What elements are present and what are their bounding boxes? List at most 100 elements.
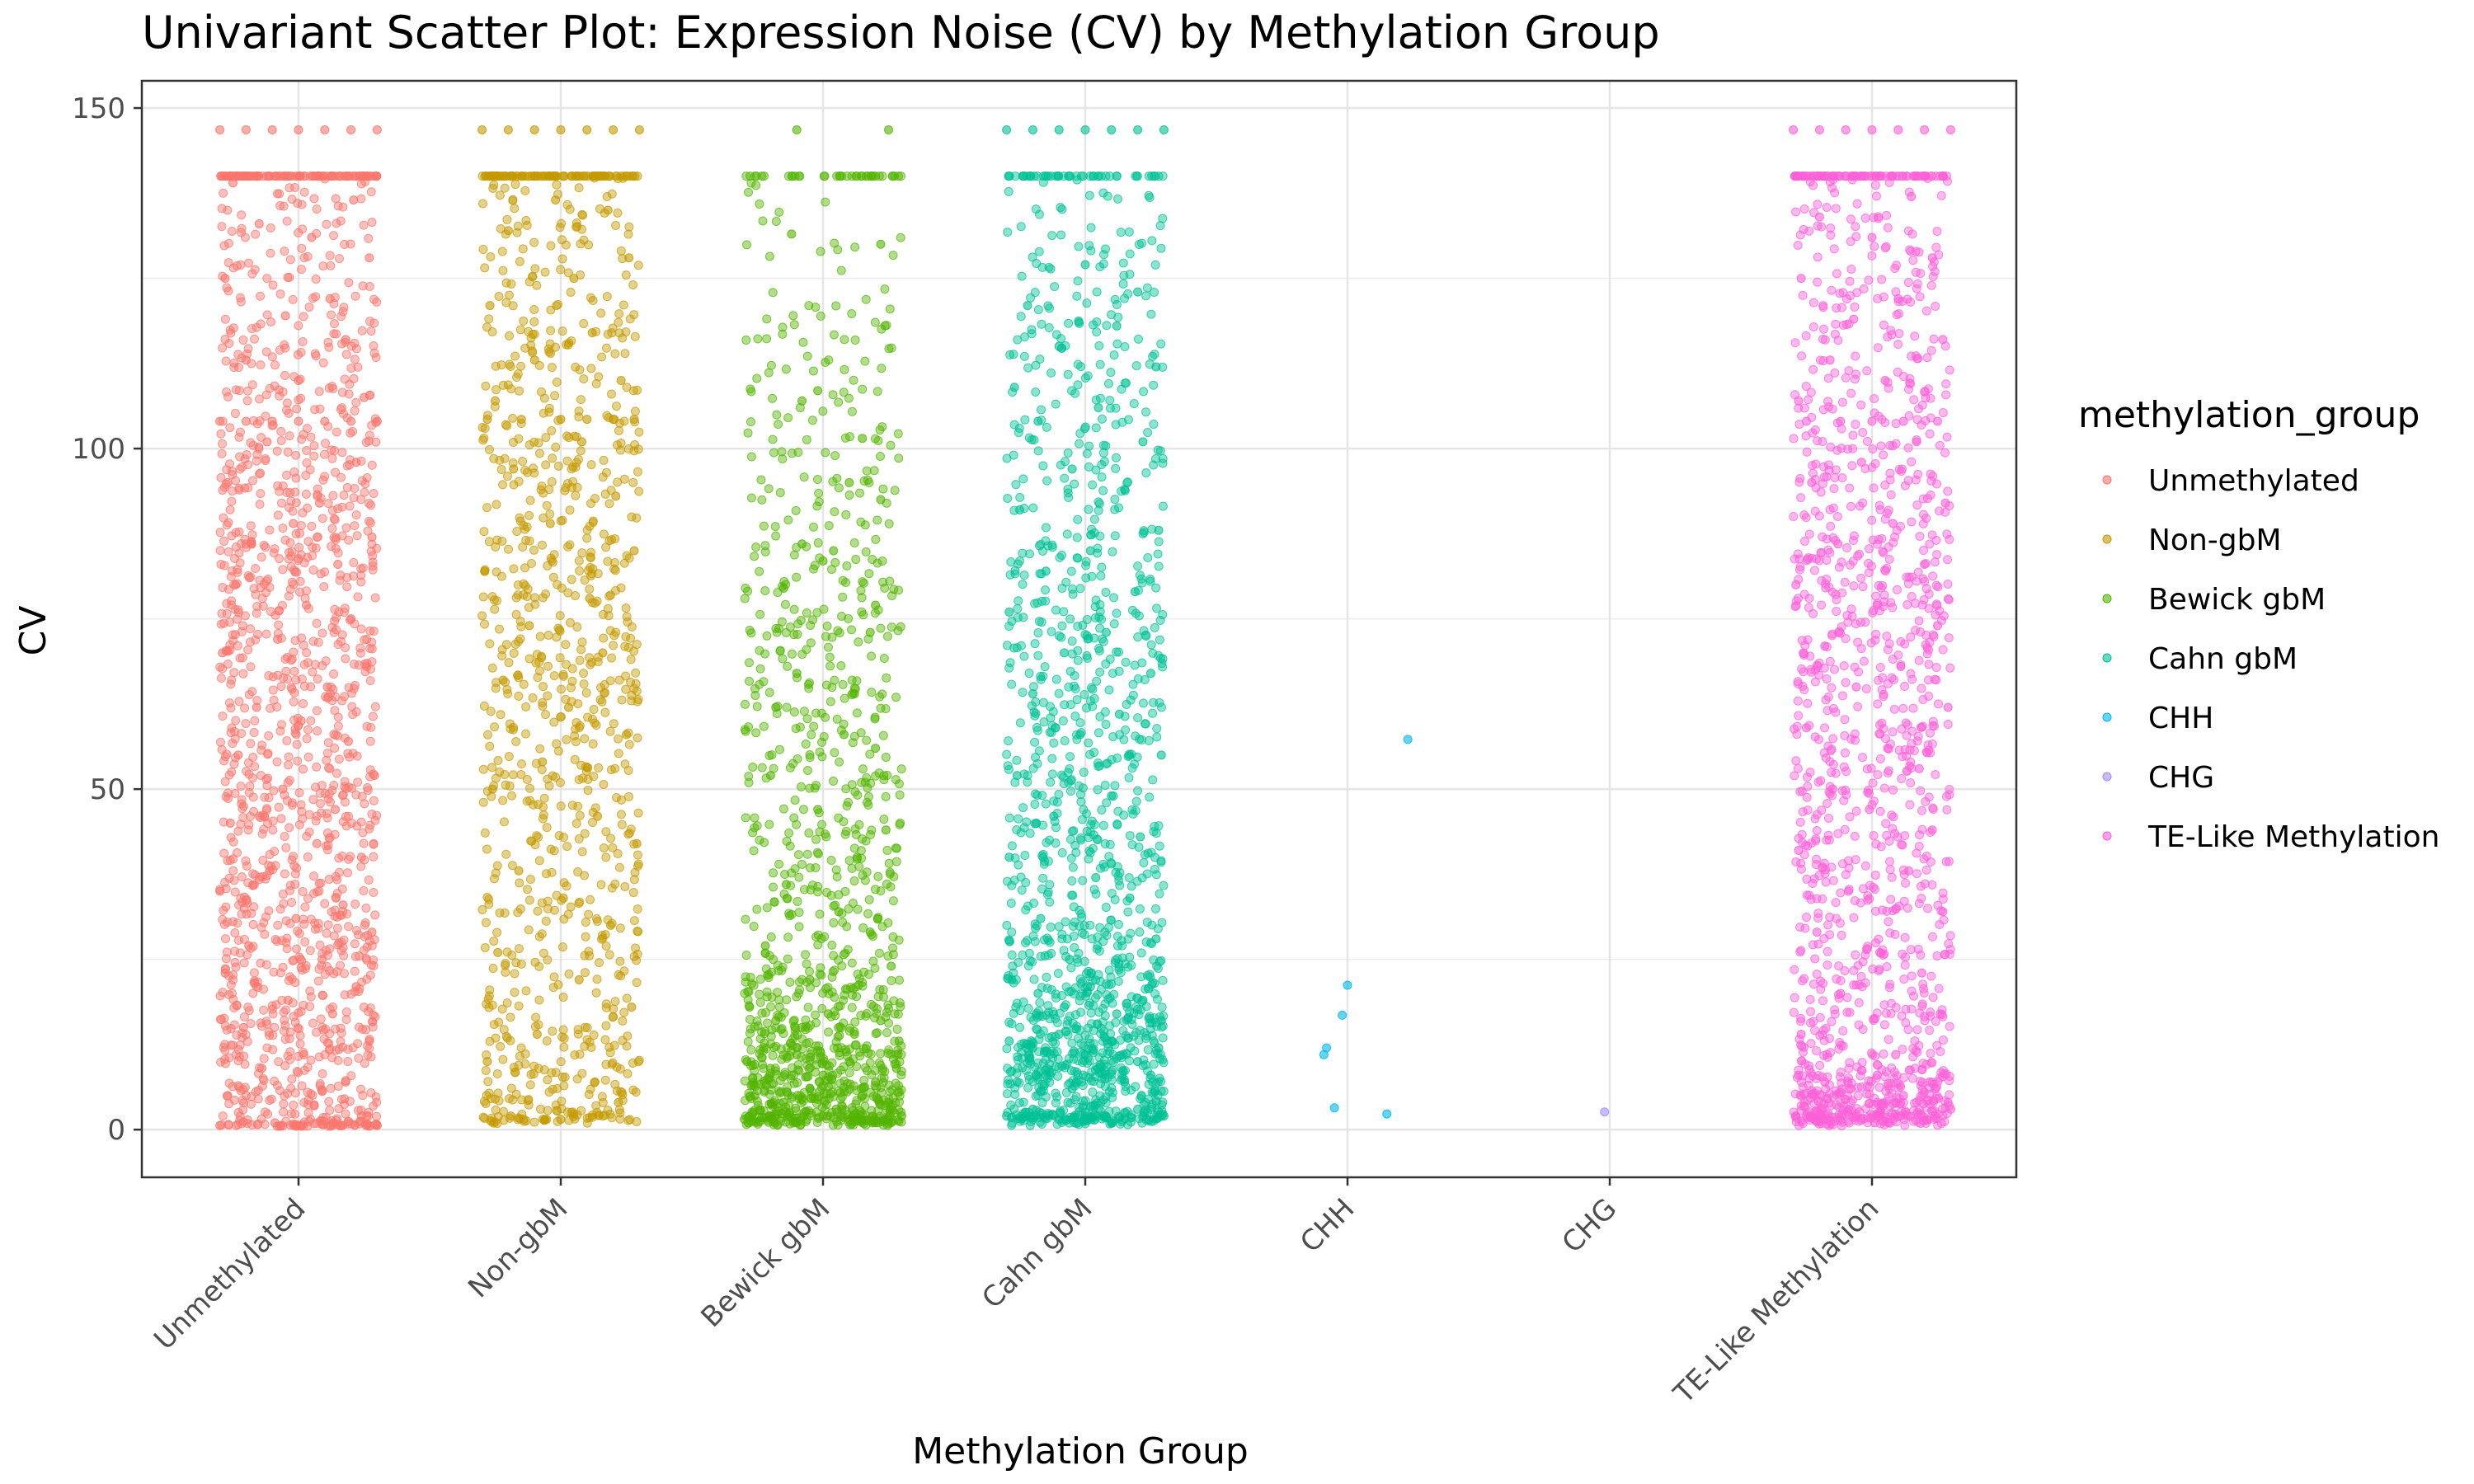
data-point [794,1094,804,1104]
data-point [224,698,234,708]
data-point [353,777,363,787]
data-point [356,1106,366,1115]
data-point [312,204,322,214]
data-point [333,560,343,570]
data-point [227,496,237,506]
data-point [1135,904,1145,914]
data-point [893,1009,903,1019]
data-point [529,1117,539,1127]
data-point [539,513,548,523]
data-point [515,386,524,396]
data-point [794,922,804,932]
data-point [1133,632,1143,642]
data-point [310,660,320,669]
data-point [786,1073,796,1083]
data-point [329,669,339,679]
data-point [246,521,256,531]
data-point [1116,228,1126,237]
data-point [826,1080,836,1090]
data-point [246,1099,256,1109]
data-point [825,652,835,662]
data-point [1101,587,1111,597]
data-point [581,932,590,942]
data-point [529,124,539,134]
data-point [761,964,771,974]
data-point [632,513,642,523]
data-point [287,801,297,810]
data-point [315,1081,325,1091]
data-point [358,828,368,838]
data-point [340,990,350,1000]
data-point [492,385,501,395]
data-point [563,542,573,552]
data-point [567,171,576,181]
data-point [516,959,526,969]
data-point [349,195,359,205]
data-point [320,416,330,426]
data-point [515,325,525,335]
data-point [891,857,901,866]
data-point [852,992,862,1002]
data-point [596,308,606,318]
data-point [1133,786,1143,796]
data-point [508,770,518,780]
data-point [769,1098,778,1108]
data-point [244,1006,254,1016]
data-point [573,699,583,709]
data-point [523,885,533,895]
data-point [482,411,492,420]
data-point [616,971,626,981]
data-point [633,862,642,871]
data-point [341,171,350,181]
data-point [580,871,590,881]
data-point [317,660,327,670]
data-point [299,764,308,774]
data-point [270,360,280,370]
data-point [293,350,303,359]
data-point [1067,636,1077,646]
data-point [269,695,279,705]
data-point [634,124,644,134]
data-point [1153,994,1163,1004]
data-point [495,190,505,200]
data-point [223,258,233,268]
data-point [1141,407,1151,417]
data-point [1118,279,1128,289]
data-point [566,902,576,912]
data-point [854,862,864,871]
data-point [600,1075,610,1085]
data-point [623,229,633,239]
data-point [246,943,256,953]
data-point [751,542,761,552]
data-point [219,482,229,492]
data-point [1076,171,1086,181]
data-point [362,634,372,644]
data-point [836,265,846,275]
data-point [1082,982,1092,992]
data-point [269,786,279,796]
data-point [256,291,266,301]
data-point [264,906,274,916]
data-point [755,974,765,984]
data-point [248,752,258,762]
data-point [1155,615,1165,625]
data-point [337,884,347,894]
data-point [289,697,299,707]
data-point [313,726,322,736]
data-point [358,1091,368,1101]
data-point [354,1054,364,1064]
data-point [477,611,487,621]
data-point [246,739,256,749]
data-point [1148,351,1158,361]
data-point [1014,428,1023,438]
data-point [782,1053,792,1063]
data-point [529,468,539,478]
data-point [870,1013,880,1023]
data-point [1129,399,1139,409]
data-point [838,679,848,689]
data-point [537,929,547,939]
data-point [537,540,547,550]
data-point [1053,969,1063,979]
data-point [764,1073,774,1083]
data-point [804,301,814,311]
